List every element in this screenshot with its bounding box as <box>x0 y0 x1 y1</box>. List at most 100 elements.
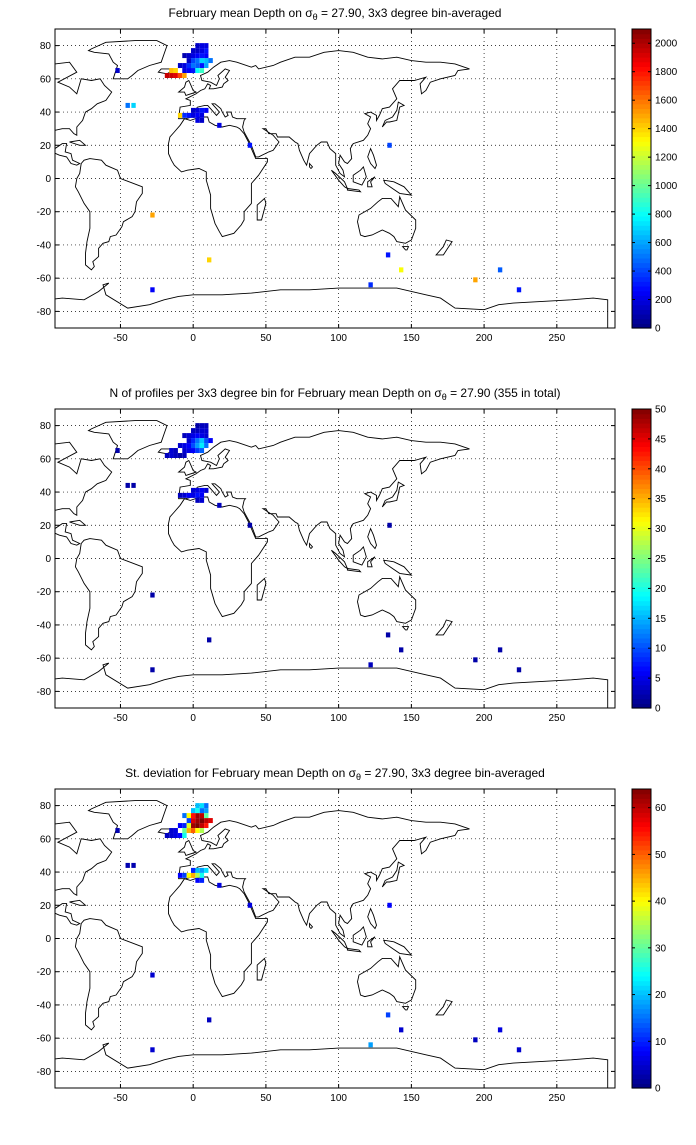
data-cell: 5 <box>399 1027 404 1033</box>
colorbar-segment <box>632 896 651 902</box>
coastline <box>256 197 267 221</box>
colorbar-tick-label: 15 <box>655 614 667 625</box>
coastline <box>177 459 198 476</box>
y-tick-label: 20 <box>40 901 52 912</box>
colorbar-segment <box>632 985 651 991</box>
colorbar-segment <box>632 479 651 485</box>
data-cell: 4 <box>169 448 174 454</box>
coastline <box>346 187 362 193</box>
panel-title: N of profiles per 3x3 degree bin for Feb… <box>109 386 561 402</box>
data-cell: 6 <box>497 1027 503 1033</box>
coastline <box>177 839 198 856</box>
colorbar-tick-label: 10 <box>655 644 667 655</box>
colorbar-segment <box>632 313 651 320</box>
colorbar-segment <box>632 887 651 893</box>
data-cell: 500 <box>208 58 213 64</box>
coastline <box>346 567 362 573</box>
data-cell: 3 <box>368 662 373 668</box>
data-cell: 2 <box>195 423 200 429</box>
colorbar-tick-label: 800 <box>655 210 672 221</box>
data-cell: 35 <box>199 828 205 834</box>
coastline <box>55 821 113 926</box>
y-tick-label: 40 <box>40 868 52 879</box>
colorbar-segment <box>632 868 651 874</box>
colorbar-segment <box>632 29 651 35</box>
coastline <box>381 861 406 888</box>
colorbar-segment <box>632 285 651 292</box>
data-cell: 1400 <box>207 257 212 263</box>
data-cell: 6 <box>186 492 191 498</box>
data-cell: 4 <box>207 1017 212 1023</box>
colorbar-segment <box>632 66 651 72</box>
data-cell: 18 <box>204 808 209 814</box>
data-cell: 4 <box>199 497 205 503</box>
colorbar-segment <box>632 243 651 250</box>
colorbar-segment <box>632 229 651 236</box>
data-cell: 30 <box>204 813 209 819</box>
data-cell: 15 <box>204 803 209 809</box>
y-tick-label: -20 <box>37 207 52 218</box>
coastline <box>367 907 377 930</box>
colorbar-segment <box>632 511 651 518</box>
y-tick-label: 40 <box>40 108 52 119</box>
data-cell: 10 <box>204 438 209 444</box>
colorbar-segment <box>632 642 651 648</box>
colorbar-segment <box>632 201 651 208</box>
data-cell: 4 <box>204 487 209 493</box>
x-tick-label: 200 <box>476 1093 493 1104</box>
y-tick-label: 80 <box>40 801 52 812</box>
colorbar-segment <box>632 262 651 268</box>
y-tick-label: 60 <box>40 834 52 845</box>
data-cell: 6 <box>199 492 205 498</box>
coastline <box>382 559 413 576</box>
data-cell: 4 <box>169 453 174 459</box>
data-cell: 6 <box>199 487 205 493</box>
data-cell: 700 <box>199 58 205 64</box>
coastline <box>367 176 376 188</box>
colorbar-segment <box>632 628 651 634</box>
data-cell: 8 <box>191 438 196 444</box>
data-cell: 20 <box>195 867 200 873</box>
colorbar-segment <box>632 159 651 166</box>
colorbar-tick-label: 20 <box>655 584 667 595</box>
coastline <box>69 519 87 526</box>
y-tick-label: -40 <box>37 240 52 251</box>
colorbar-tick-label: 20 <box>655 990 667 1001</box>
colorbar-segment <box>632 99 651 105</box>
data-cell: 55 <box>191 813 196 819</box>
data-cell: 7 <box>195 492 200 498</box>
colorbar-segment <box>632 38 651 44</box>
colorbar-segment <box>632 178 651 184</box>
colorbar-segment <box>632 122 651 128</box>
colorbar-segment <box>632 131 651 138</box>
colorbar-segment <box>632 150 651 156</box>
colorbar-segment <box>632 1050 651 1056</box>
coastline <box>309 162 314 170</box>
x-tick-label: 250 <box>548 1093 565 1104</box>
colorbar-segment <box>632 1013 651 1019</box>
y-tick-label: 20 <box>40 141 52 152</box>
colorbar-segment <box>632 521 651 527</box>
colorbar-segment <box>632 1073 651 1080</box>
colorbar-segment <box>632 831 651 837</box>
data-cell: 10 <box>191 443 196 449</box>
coastline <box>74 538 143 651</box>
colorbar-segment <box>632 103 651 110</box>
data-cell: 450 <box>497 267 503 273</box>
colorbar-segment <box>632 849 651 856</box>
coastline <box>435 619 453 636</box>
panel-profile-count: N of profiles per 3x3 degree bin for Feb… <box>0 380 696 760</box>
colorbar-segment <box>632 502 651 508</box>
data-cell: 300 <box>247 142 253 148</box>
data-cell: 8 <box>177 833 183 839</box>
colorbar-tick-label: 2000 <box>655 39 678 50</box>
data-cell: 4 <box>164 833 170 839</box>
data-cell: 5 <box>150 1047 155 1053</box>
colorbar-segment <box>632 961 651 968</box>
data-cell: 4 <box>182 448 187 454</box>
y-tick-label: 80 <box>40 41 52 52</box>
colorbar-segment <box>632 225 651 231</box>
data-cell: 20 <box>191 808 196 814</box>
data-cell: 350 <box>186 63 191 69</box>
data-cell: 62 <box>195 813 200 819</box>
